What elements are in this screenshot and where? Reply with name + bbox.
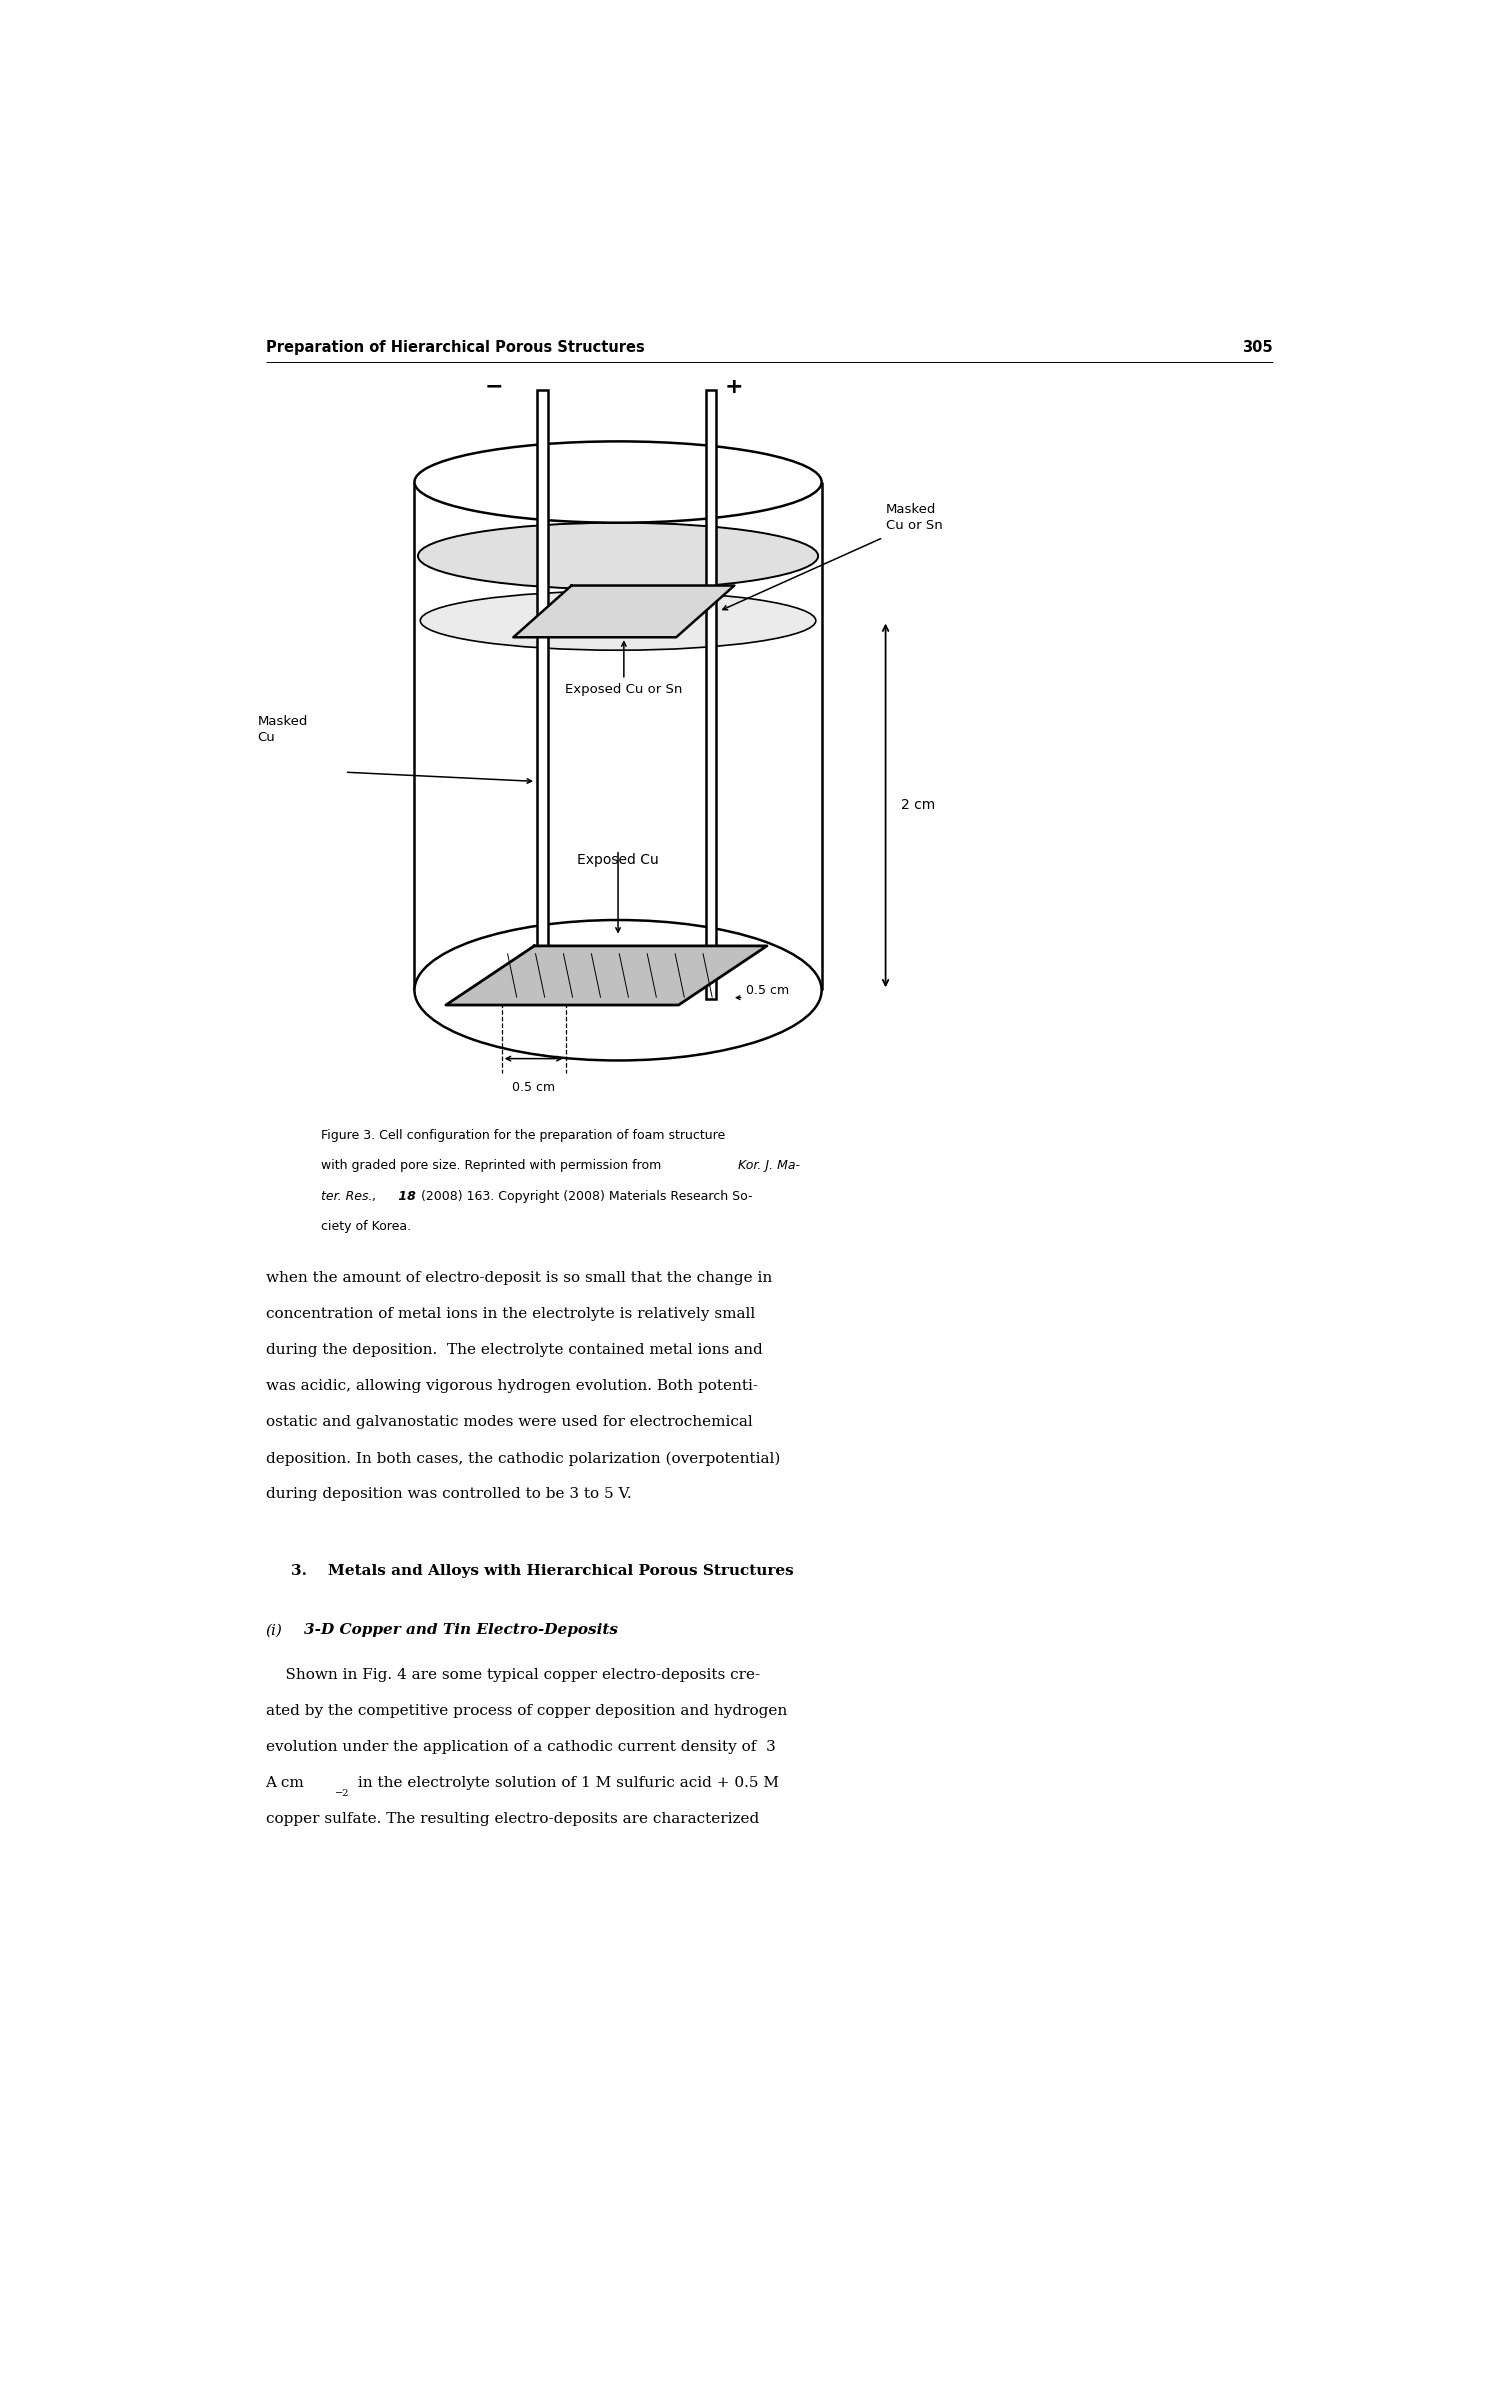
Text: Masked
Cu: Masked Cu: [258, 715, 308, 744]
Text: ostatic and galvanostatic modes were used for electrochemical: ostatic and galvanostatic modes were use…: [266, 1416, 752, 1430]
Text: 2 cm: 2 cm: [901, 799, 935, 814]
Text: in the electrolyte solution of 1 M sulfuric acid + 0.5 M: in the electrolyte solution of 1 M sulfu…: [353, 1776, 779, 1790]
Text: ciety of Korea.: ciety of Korea.: [321, 1219, 411, 1234]
Text: 3.    Metals and Alloys with Hierarchical Porous Structures: 3. Metals and Alloys with Hierarchical P…: [291, 1565, 794, 1579]
Ellipse shape: [414, 919, 821, 1061]
Text: −: −: [485, 377, 503, 396]
Text: ated by the competitive process of copper deposition and hydrogen: ated by the competitive process of coppe…: [266, 1704, 787, 1718]
Polygon shape: [446, 946, 767, 1006]
Text: (i): (i): [266, 1622, 282, 1637]
Text: when the amount of electro-deposit is so small that the change in: when the amount of electro-deposit is so…: [266, 1272, 772, 1284]
Text: 0.5 cm: 0.5 cm: [512, 1080, 555, 1094]
Text: Figure 3. Cell configuration for the preparation of foam structure: Figure 3. Cell configuration for the pre…: [321, 1128, 725, 1142]
Ellipse shape: [414, 442, 821, 523]
Text: concentration of metal ions in the electrolyte is relatively small: concentration of metal ions in the elect…: [266, 1308, 755, 1320]
Text: Kor. J. Ma-: Kor. J. Ma-: [738, 1159, 800, 1171]
Text: copper sulfate. The resulting electro-deposits are characterized: copper sulfate. The resulting electro-de…: [266, 1812, 760, 1826]
Text: Shown in Fig. 4 are some typical copper electro-deposits cre-: Shown in Fig. 4 are some typical copper …: [266, 1668, 760, 1682]
Bar: [705, 389, 716, 998]
Text: Masked
Cu or Sn: Masked Cu or Sn: [886, 504, 943, 533]
Text: +: +: [725, 377, 743, 396]
Bar: [537, 389, 548, 998]
Text: during the deposition.  The electrolyte contained metal ions and: during the deposition. The electrolyte c…: [266, 1344, 763, 1358]
Polygon shape: [513, 586, 734, 638]
Text: Exposed Cu: Exposed Cu: [578, 854, 659, 866]
Text: 3-D Copper and Tin Electro-Deposits: 3-D Copper and Tin Electro-Deposits: [303, 1622, 618, 1637]
Text: Exposed Cu or Sn: Exposed Cu or Sn: [566, 684, 683, 696]
Text: during deposition was controlled to be 3 to 5 V.: during deposition was controlled to be 3…: [266, 1488, 632, 1502]
Text: deposition. In both cases, the cathodic polarization (overpotential): deposition. In both cases, the cathodic …: [266, 1452, 781, 1466]
Text: A cm: A cm: [266, 1776, 305, 1790]
Text: (2008) 163. Copyright (2008) Materials Research So-: (2008) 163. Copyright (2008) Materials R…: [417, 1190, 752, 1202]
Text: Preparation of Hierarchical Porous Structures: Preparation of Hierarchical Porous Struc…: [266, 341, 644, 355]
Text: evolution under the application of a cathodic current density of  3: evolution under the application of a cat…: [266, 1740, 776, 1754]
Text: 305: 305: [1243, 341, 1273, 355]
Text: was acidic, allowing vigorous hydrogen evolution. Both potenti-: was acidic, allowing vigorous hydrogen e…: [266, 1380, 758, 1394]
Text: ter. Res.,: ter. Res.,: [321, 1190, 377, 1202]
Text: 18: 18: [393, 1190, 416, 1202]
Text: 0.5 cm: 0.5 cm: [746, 984, 790, 996]
Text: with graded pore size. Reprinted with permission from: with graded pore size. Reprinted with pe…: [321, 1159, 665, 1171]
Ellipse shape: [417, 523, 818, 590]
Ellipse shape: [420, 590, 817, 650]
Text: −2: −2: [335, 1788, 350, 1798]
